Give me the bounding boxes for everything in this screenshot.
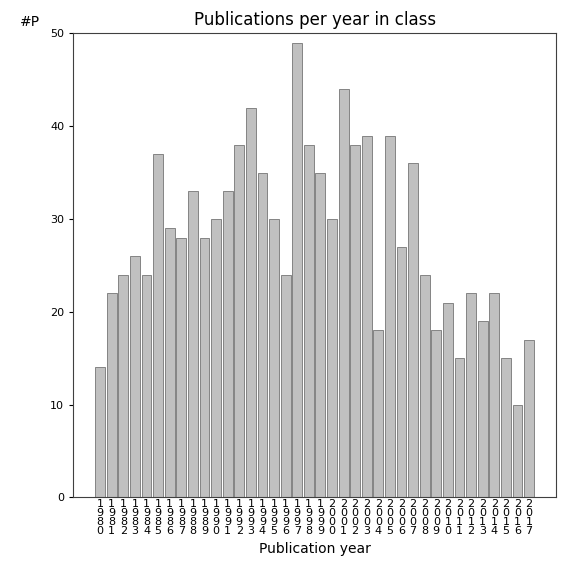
Bar — [304, 145, 314, 497]
Bar — [223, 191, 232, 497]
Bar — [408, 163, 418, 497]
Bar — [257, 172, 268, 497]
Bar — [466, 293, 476, 497]
Bar — [95, 367, 105, 497]
Y-axis label: #P: #P — [19, 15, 40, 29]
Bar — [420, 274, 430, 497]
Title: Publications per year in class: Publications per year in class — [193, 11, 435, 29]
Bar — [350, 145, 360, 497]
Bar — [281, 274, 290, 497]
Bar — [107, 293, 117, 497]
Bar — [478, 321, 488, 497]
Bar — [524, 340, 534, 497]
Bar — [362, 136, 372, 497]
Bar — [501, 358, 511, 497]
Bar — [269, 219, 279, 497]
Bar — [130, 256, 140, 497]
Bar — [315, 172, 325, 497]
Bar — [443, 303, 453, 497]
Bar — [153, 154, 163, 497]
Bar — [385, 136, 395, 497]
Bar — [374, 331, 383, 497]
Bar — [188, 191, 198, 497]
Bar — [165, 229, 175, 497]
Bar — [246, 108, 256, 497]
X-axis label: Publication year: Publication year — [259, 542, 371, 556]
Bar — [119, 274, 128, 497]
Bar — [338, 89, 349, 497]
Bar — [327, 219, 337, 497]
Bar — [142, 274, 151, 497]
Bar — [176, 238, 186, 497]
Bar — [455, 358, 464, 497]
Bar — [431, 331, 441, 497]
Bar — [234, 145, 244, 497]
Bar — [200, 238, 209, 497]
Bar — [396, 247, 407, 497]
Bar — [211, 219, 221, 497]
Bar — [293, 43, 302, 497]
Bar — [513, 405, 522, 497]
Bar — [489, 293, 499, 497]
